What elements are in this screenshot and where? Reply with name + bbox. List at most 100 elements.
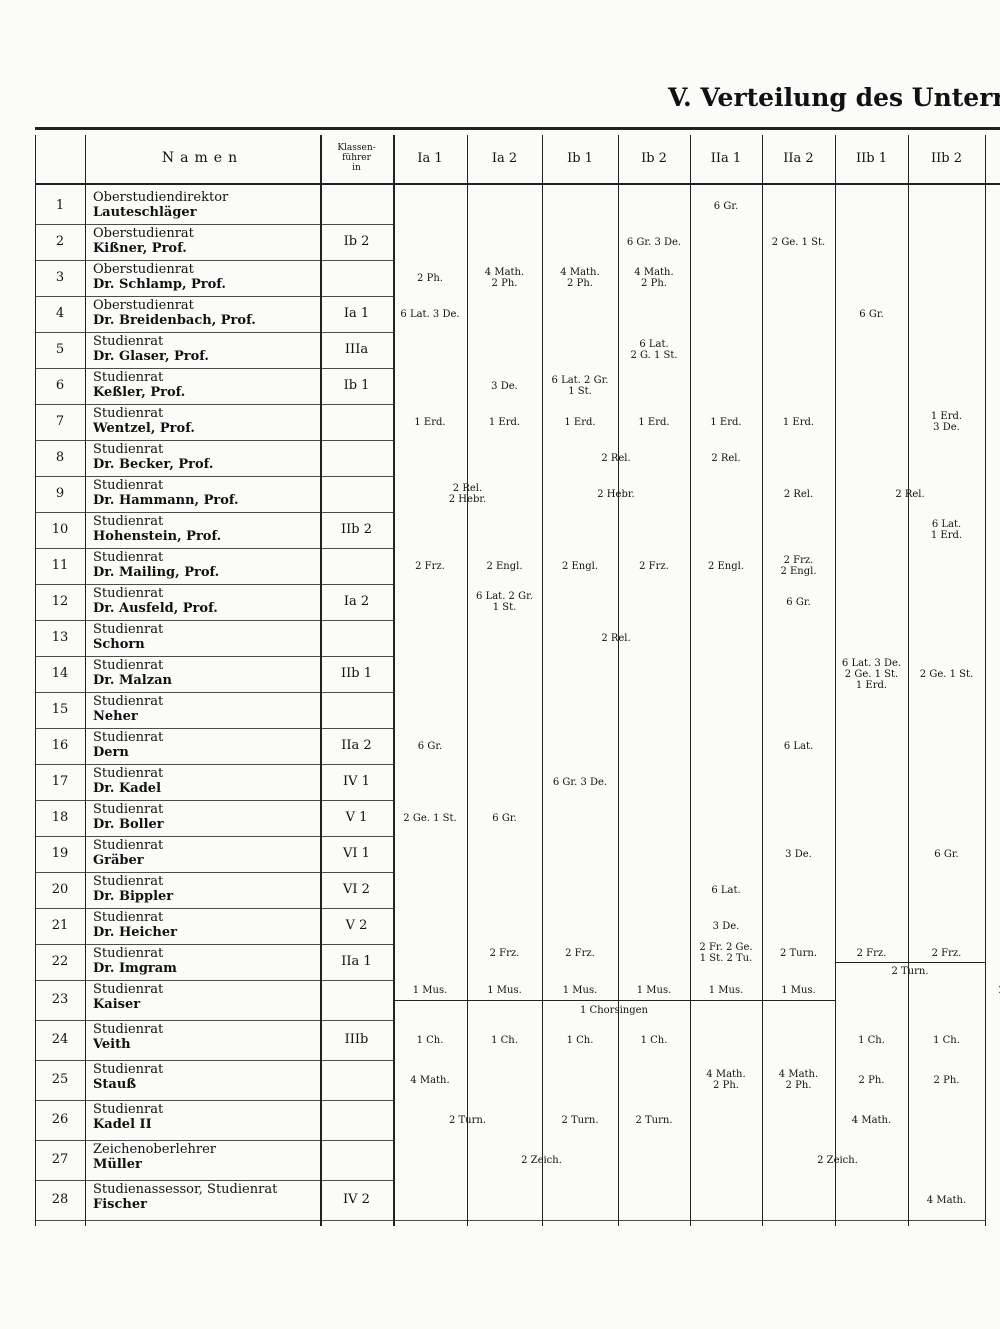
cell: 2 Turn.: [779, 947, 818, 959]
row-rule: [35, 512, 393, 513]
teacher-title: Oberstudienrat: [93, 262, 194, 277]
cell: 4 Math.: [851, 1114, 892, 1126]
cell: 2 Zeich.: [521, 1154, 562, 1166]
klassenfuehrer: IV 2: [343, 1191, 370, 1207]
cell: 3 De.: [712, 920, 740, 932]
teacher-title: Studienrat: [93, 622, 164, 637]
teacher-name: Dr. Malzan: [93, 673, 172, 688]
klassenfuehrer: IIb 1: [341, 665, 372, 681]
teacher-name: Lauteschläger: [93, 205, 197, 220]
row-number: 27: [51, 1151, 69, 1167]
teacher-title: Studienrat: [93, 1062, 164, 1077]
row-rule: [35, 620, 393, 621]
cell: 2 Ph.: [933, 1074, 960, 1086]
column-rule: [985, 135, 986, 1226]
teacher-title: Studienrat: [93, 910, 164, 925]
teacher-title: Studienrat: [93, 694, 164, 709]
row-rule: [35, 980, 393, 981]
row-rule: [35, 368, 393, 369]
teacher-title: Studienrat: [93, 406, 164, 421]
cell: 2 Rel: [985, 620, 1000, 656]
cell-lower: 2 Turn.: [891, 965, 929, 977]
teacher-name: Dr. Bippler: [93, 889, 174, 904]
cell: 4 Math.: [926, 1194, 967, 1206]
row-number: 25: [51, 1071, 69, 1087]
row-rule: [35, 872, 393, 873]
cell: 6 Lat.: [783, 740, 814, 752]
cell: 2 Rel.: [783, 488, 814, 500]
cell: 4 Math. 2 Ph.: [634, 267, 674, 289]
header-class: Ib 2: [641, 150, 667, 166]
cell: 2 Rel.: [711, 452, 741, 464]
row-rule: [35, 800, 393, 801]
klassenfuehrer: Ia 2: [343, 593, 370, 609]
row-rule: [35, 728, 393, 729]
klassenfuehrer: VI 1: [343, 845, 370, 861]
cell: 4 Math. 2 Ph.: [706, 1069, 746, 1091]
teacher-name: Kadel II: [93, 1117, 152, 1132]
row-number: 3: [55, 269, 65, 285]
cell: 2 Turn.: [561, 1114, 599, 1126]
teacher-title: Studienrat: [93, 766, 164, 781]
cell: 1 Ch.: [640, 1034, 668, 1046]
teacher-name: Dr. Kadel: [93, 781, 162, 796]
teacher-name: Schorn: [93, 637, 145, 652]
teacher-name: Dr. Ausfeld, Prof.: [93, 601, 218, 616]
cell: 1 Mus.: [781, 984, 816, 996]
cell: 2 Orc: [985, 980, 1000, 1000]
cell: 6 Lat.: [711, 884, 741, 896]
teacher-title: Studienrat: [93, 1102, 164, 1117]
klassenfuehrer: V 1: [345, 809, 368, 825]
row-number: 17: [51, 773, 69, 789]
row-rule: [35, 836, 393, 837]
row-number: 2: [55, 233, 65, 249]
row-rule: [35, 584, 393, 585]
cell: 1 Erd.: [782, 416, 815, 428]
klassenfuehrer: Ia 1: [343, 305, 370, 321]
cell: 6 Gr.: [492, 812, 517, 824]
row-rule: [35, 476, 393, 477]
cell: 3 De.: [785, 848, 812, 860]
cell: 2 Frz.: [565, 947, 595, 959]
row-rule: [35, 944, 393, 945]
cell: 2 Ge. 1 St.: [403, 812, 457, 824]
header-class: Ia 1: [417, 150, 443, 166]
column-rule: [320, 135, 322, 1226]
row-rule: [35, 1060, 393, 1061]
row-number: 6: [55, 377, 65, 393]
cell: 2 Frz.: [856, 947, 887, 959]
cell: 1 Mus.: [636, 984, 672, 996]
row-number: 15: [51, 701, 69, 717]
row-number: 14: [51, 665, 69, 681]
cell: 1 Erd.: [710, 416, 742, 428]
column-rule: [908, 135, 909, 1226]
cell: 2 Engl.: [561, 560, 599, 572]
column-rule: [393, 135, 395, 1226]
cell: 3: [985, 332, 1000, 368]
cell: 2 Frz.: [931, 947, 962, 959]
header-name: Namen: [161, 150, 244, 167]
teacher-name: Dr. Hammann, Prof.: [93, 493, 239, 508]
teacher-title: Studienrat: [93, 802, 164, 817]
teacher-name: Kaiser: [93, 997, 141, 1012]
cell: 2 Rel.: [895, 488, 925, 500]
row-rule: [35, 548, 393, 549]
teacher-name: Dr. Becker, Prof.: [93, 457, 214, 472]
cell: 2 Turn.: [448, 1114, 487, 1126]
teacher-title: Studienrat: [93, 442, 164, 457]
cell: 2 Fr. 2 Ge. 1 St. 2 Tu.: [699, 942, 753, 964]
teacher-name: Dr. Heicher: [93, 925, 177, 940]
column-rule: [618, 135, 619, 1226]
cell: 6 Gr. 3 De.: [626, 236, 682, 248]
cell: 1 Mus.: [487, 984, 522, 996]
row-rule: [35, 1180, 393, 1181]
cell: 1 Ch.: [933, 1034, 960, 1046]
row-number: 9: [55, 485, 65, 501]
row-rule: [35, 332, 393, 333]
row-number: 18: [51, 809, 69, 825]
teacher-name: Stauß: [93, 1077, 137, 1092]
row-number: 16: [51, 737, 69, 753]
teacher-title: Studienrat: [93, 370, 164, 385]
cell: 2 Zeich.: [817, 1154, 858, 1166]
row-rule: [35, 1020, 393, 1021]
